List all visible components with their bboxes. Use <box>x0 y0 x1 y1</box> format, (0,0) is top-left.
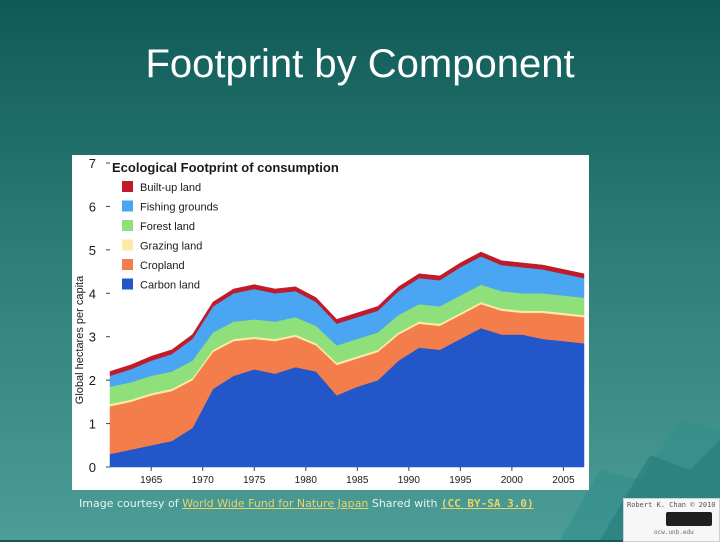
footprint-area-chart: 0 1 2 3 4 5 6 7 1965 1970 1975 1980 1985 1990 1995 200… <box>74 156 585 486</box>
badge-site: ocw.unb.edu <box>654 529 694 536</box>
chart-legend: Built-up land Fishing grounds Forest land G… <box>122 181 219 292</box>
x-tick-label: 1970 <box>192 475 215 486</box>
x-tick-label: 1990 <box>398 475 421 486</box>
area-built-up-land <box>109 251 585 377</box>
legend-label: Cropland <box>140 260 185 272</box>
chart-panel: 0 1 2 3 4 5 6 7 1965 1970 1975 1980 1985 1990 1995 200… <box>72 155 589 490</box>
slide-title: Footprint by Component <box>145 42 575 86</box>
legend-swatch <box>122 239 133 251</box>
x-tick-label: 1975 <box>243 475 266 486</box>
x-tick-label: 1980 <box>295 475 318 486</box>
chart-title: Ecological Footprint of consumption <box>112 160 339 175</box>
legend-swatch <box>122 278 133 290</box>
x-tick-label: 1985 <box>346 475 369 486</box>
y-tick-label: 1 <box>89 417 96 432</box>
y-tick-label: 2 <box>89 373 96 388</box>
source-link[interactable]: World Wide Fund for Nature Japan <box>182 497 369 510</box>
legend-swatch <box>122 200 133 212</box>
caption-middle: Shared with <box>368 497 441 510</box>
y-axis: 0 1 2 3 4 5 6 7 <box>89 156 110 475</box>
x-tick-label: 1995 <box>449 475 472 486</box>
cc-by-sa-icon <box>666 512 712 526</box>
y-tick-label: 6 <box>89 199 96 214</box>
badge-credit: Robert K. Chan © 2010 <box>627 501 716 509</box>
y-tick-label: 5 <box>89 243 96 258</box>
cc-license-badge[interactable]: Robert K. Chan © 2010 ocw.unb.edu <box>623 498 720 542</box>
legend-label: Carbon land <box>140 280 200 292</box>
legend-swatch <box>122 220 133 231</box>
legend-label: Built-up land <box>140 182 201 194</box>
y-tick-label: 3 <box>89 330 96 345</box>
y-tick-label: 0 <box>89 460 96 475</box>
image-caption: Image courtesy of World Wide Fund for Na… <box>79 497 534 510</box>
x-tick-label: 2000 <box>501 475 524 486</box>
x-tick-label: 1965 <box>140 475 163 486</box>
x-axis: 1965 1970 1975 1980 1985 1990 1995 2000 2005 <box>140 467 575 486</box>
y-tick-label: 4 <box>89 286 96 301</box>
license-link[interactable]: (CC BY-SA 3.0) <box>440 497 534 510</box>
legend-label: Grazing land <box>140 241 202 253</box>
y-axis-label: Global hectares per capita <box>74 275 86 404</box>
legend-label: Forest land <box>140 221 195 233</box>
legend-swatch <box>122 181 133 192</box>
legend-label: Fishing grounds <box>140 202 219 214</box>
stacked-areas <box>109 251 585 468</box>
y-tick-label: 7 <box>89 156 96 171</box>
caption-prefix: Image courtesy of <box>79 497 183 510</box>
x-tick-label: 2005 <box>552 475 575 486</box>
legend-swatch <box>122 259 133 270</box>
